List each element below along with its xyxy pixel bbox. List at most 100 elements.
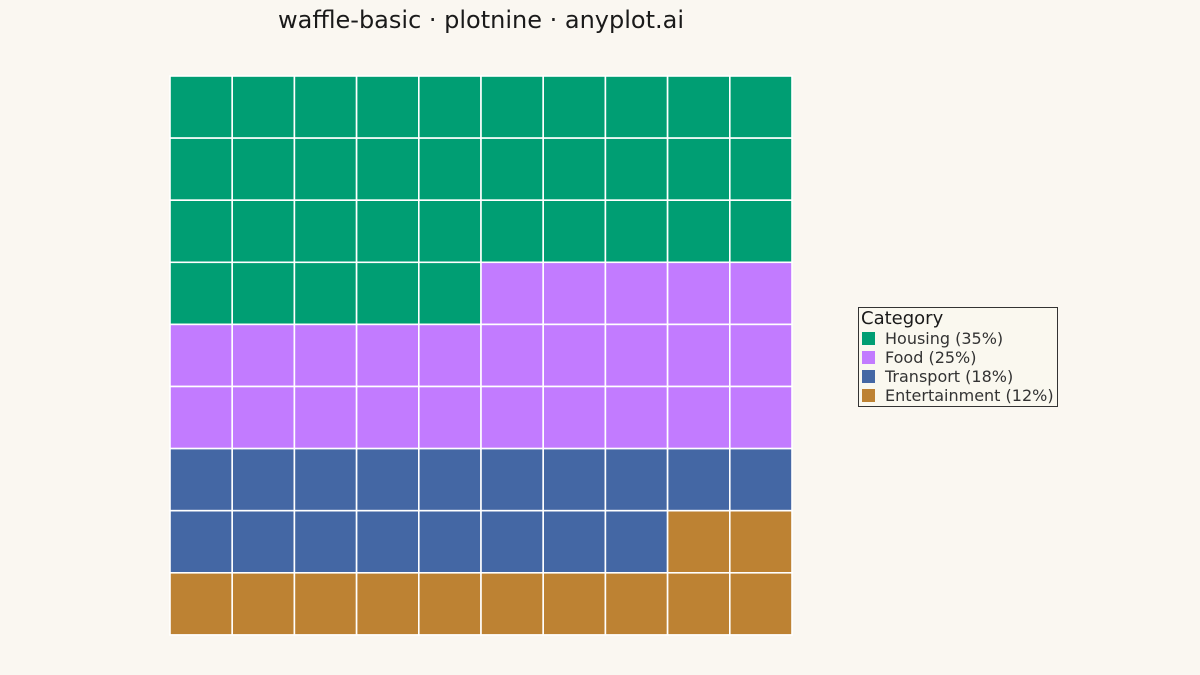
legend-label: Food (25%) [885, 348, 977, 367]
waffle-cell-entertainment [728, 509, 793, 574]
waffle-cell-housing [666, 199, 731, 264]
waffle-cell-housing [604, 137, 669, 202]
waffle-cell-food [293, 323, 358, 388]
legend-swatch [862, 389, 875, 402]
waffle-cell-housing [169, 137, 234, 202]
legend-label: Housing (35%) [885, 329, 1004, 348]
waffle-cell-food [666, 385, 731, 450]
waffle-cell-entertainment [480, 571, 545, 636]
waffle-cell-food [604, 323, 669, 388]
waffle-cell-housing [293, 75, 358, 139]
waffle-cell-transport [728, 447, 793, 512]
waffle-cell-transport [480, 509, 545, 574]
chart-title: waffle-basic · plotnine · anyplot.ai [277, 6, 685, 34]
waffle-cell-transport [293, 447, 358, 512]
waffle-cell-food [604, 385, 669, 450]
waffle-cell-food [728, 323, 793, 388]
waffle-cell-food [604, 261, 669, 326]
waffle-cell-transport [542, 509, 607, 574]
waffle-cell-housing [231, 137, 296, 202]
waffle-cell-housing [604, 75, 669, 139]
waffle-cell-food [417, 323, 482, 388]
waffle-cell-transport [417, 509, 482, 574]
waffle-cell-housing [417, 75, 482, 139]
waffle-cell-food [293, 385, 358, 450]
waffle-cell-food [542, 385, 607, 450]
legend-item-housing: Housing (35%) [861, 329, 1056, 348]
waffle-cell-housing [666, 75, 731, 139]
waffle-cell-entertainment [293, 571, 358, 636]
waffle-cell-food [231, 385, 296, 450]
waffle-cell-housing [728, 75, 793, 139]
waffle-cell-housing [355, 75, 420, 139]
waffle-cell-transport [480, 447, 545, 512]
waffle-cell-housing [417, 137, 482, 202]
waffle-cell-transport [169, 509, 234, 574]
waffle-cell-transport [293, 509, 358, 574]
waffle-cell-entertainment [604, 571, 669, 636]
waffle-cell-transport [542, 447, 607, 512]
waffle-cell-food [231, 323, 296, 388]
waffle-cell-food [169, 323, 234, 388]
waffle-cell-food [666, 261, 731, 326]
waffle-cell-housing [480, 75, 545, 139]
waffle-cell-housing [169, 199, 234, 264]
waffle-cell-food [542, 261, 607, 326]
waffle-cell-housing [417, 261, 482, 326]
legend-items: Housing (35%) Food (25%) Transport (18%)… [861, 329, 1056, 405]
waffle-cell-housing [480, 137, 545, 202]
waffle-cell-transport [231, 509, 296, 574]
waffle-cell-housing [293, 261, 358, 326]
waffle-cell-housing [480, 199, 545, 264]
waffle-cell-entertainment [542, 571, 607, 636]
waffle-cell-housing [293, 137, 358, 202]
waffle-cell-housing [666, 137, 731, 202]
waffle-cell-transport [604, 509, 669, 574]
waffle-cell-housing [169, 261, 234, 326]
waffle-cell-food [728, 385, 793, 450]
waffle-cell-transport [231, 447, 296, 512]
waffle-cell-food [542, 323, 607, 388]
waffle-cell-entertainment [666, 509, 731, 574]
waffle-cell-transport [169, 447, 234, 512]
waffle-cell-housing [169, 75, 234, 139]
waffle-cell-food [666, 323, 731, 388]
waffle-cell-housing [231, 261, 296, 326]
waffle-cell-housing [417, 199, 482, 264]
waffle-cell-food [169, 385, 234, 450]
waffle-cell-food [480, 385, 545, 450]
waffle-cell-entertainment [231, 571, 296, 636]
legend-label: Transport (18%) [885, 367, 1014, 386]
waffle-cell-housing [728, 199, 793, 264]
legend-item-entertainment: Entertainment (12%) [861, 386, 1056, 405]
waffle-cell-housing [355, 199, 420, 264]
waffle-cell-housing [355, 137, 420, 202]
legend-swatch [862, 332, 875, 345]
legend-swatch [862, 370, 875, 383]
waffle-cell-transport [666, 447, 731, 512]
waffle-cell-transport [604, 447, 669, 512]
waffle-cell-entertainment [417, 571, 482, 636]
waffle-cell-entertainment [169, 571, 234, 636]
waffle-cell-food [355, 385, 420, 450]
waffle-cell-food [480, 261, 545, 326]
waffle-cell-housing [542, 137, 607, 202]
waffle-cell-transport [355, 447, 420, 512]
legend-item-food: Food (25%) [861, 348, 1056, 367]
waffle-cell-food [417, 385, 482, 450]
waffle-cell-food [480, 323, 545, 388]
waffle-cell-entertainment [666, 571, 731, 636]
waffle-cell-housing [542, 199, 607, 264]
legend-item-transport: Transport (18%) [861, 367, 1056, 386]
legend-swatch [862, 351, 875, 364]
waffle-cell-food [355, 323, 420, 388]
legend-label: Entertainment (12%) [885, 386, 1054, 405]
waffle-cell-housing [604, 199, 669, 264]
waffle-cell-food [728, 261, 793, 326]
waffle-cell-entertainment [355, 571, 420, 636]
waffle-cell-housing [231, 199, 296, 264]
waffle-cell-transport [417, 447, 482, 512]
legend: Category Housing (35%) Food (25%) Transp… [858, 307, 1058, 407]
